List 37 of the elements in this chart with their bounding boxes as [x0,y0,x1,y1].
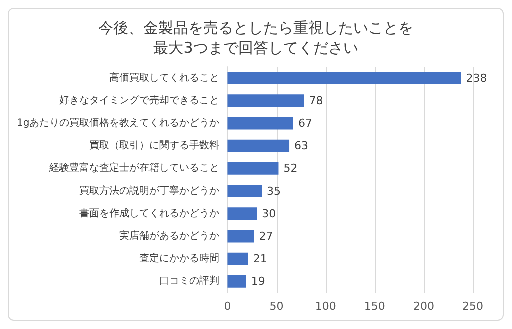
y-tick-label: 経験豊富な査定士が在籍していること [48,162,220,174]
chart-title: 今後、金製品を売るとしたら重視したいことを最大3つまで回答してください [98,19,414,57]
data-label: 63 [294,140,309,153]
x-tick-label: 100 [315,300,336,313]
y-tick-label: 口コミの評判 [160,275,220,288]
y-tick-label: 書面を作成してくれるかどうか [80,207,220,220]
data-label: 30 [262,207,276,220]
data-label: 35 [267,184,282,198]
data-label: 52 [284,162,298,176]
data-label: 27 [259,230,274,243]
bar [228,72,462,85]
y-tick-label: 好きなタイミングで売却できること [60,94,220,106]
bar [228,117,294,130]
bar [228,94,304,108]
y-tick-label: 査定にかかる時間 [140,252,220,265]
data-label: 19 [251,275,266,288]
y-tick-label: 実店舗があるかどうか [120,230,220,242]
y-tick-label: 1gあたりの買取価格を教えてくれるかどうか [16,117,220,129]
data-label: 238 [466,72,488,85]
y-tick-label: 買取方法の説明が丁寧かどうか [80,184,220,197]
x-tick-label: 150 [364,300,386,313]
bar [228,252,248,266]
bar [228,140,290,152]
bar [228,185,262,198]
bar [228,208,258,220]
x-tick-label: 0 [224,300,232,313]
x-tick-label: 50 [270,300,284,313]
bar [228,275,246,288]
x-tick-label: 200 [413,300,434,313]
bar [228,162,279,175]
x-tick-label: 250 [462,300,484,313]
data-label: 21 [253,252,268,266]
y-tick-label: 高価買取してくれること [110,72,220,84]
data-label: 78 [309,94,324,108]
bar [228,230,254,243]
y-tick-label: 買取（取引）に関する手数料 [90,140,220,152]
data-label: 67 [298,117,312,130]
